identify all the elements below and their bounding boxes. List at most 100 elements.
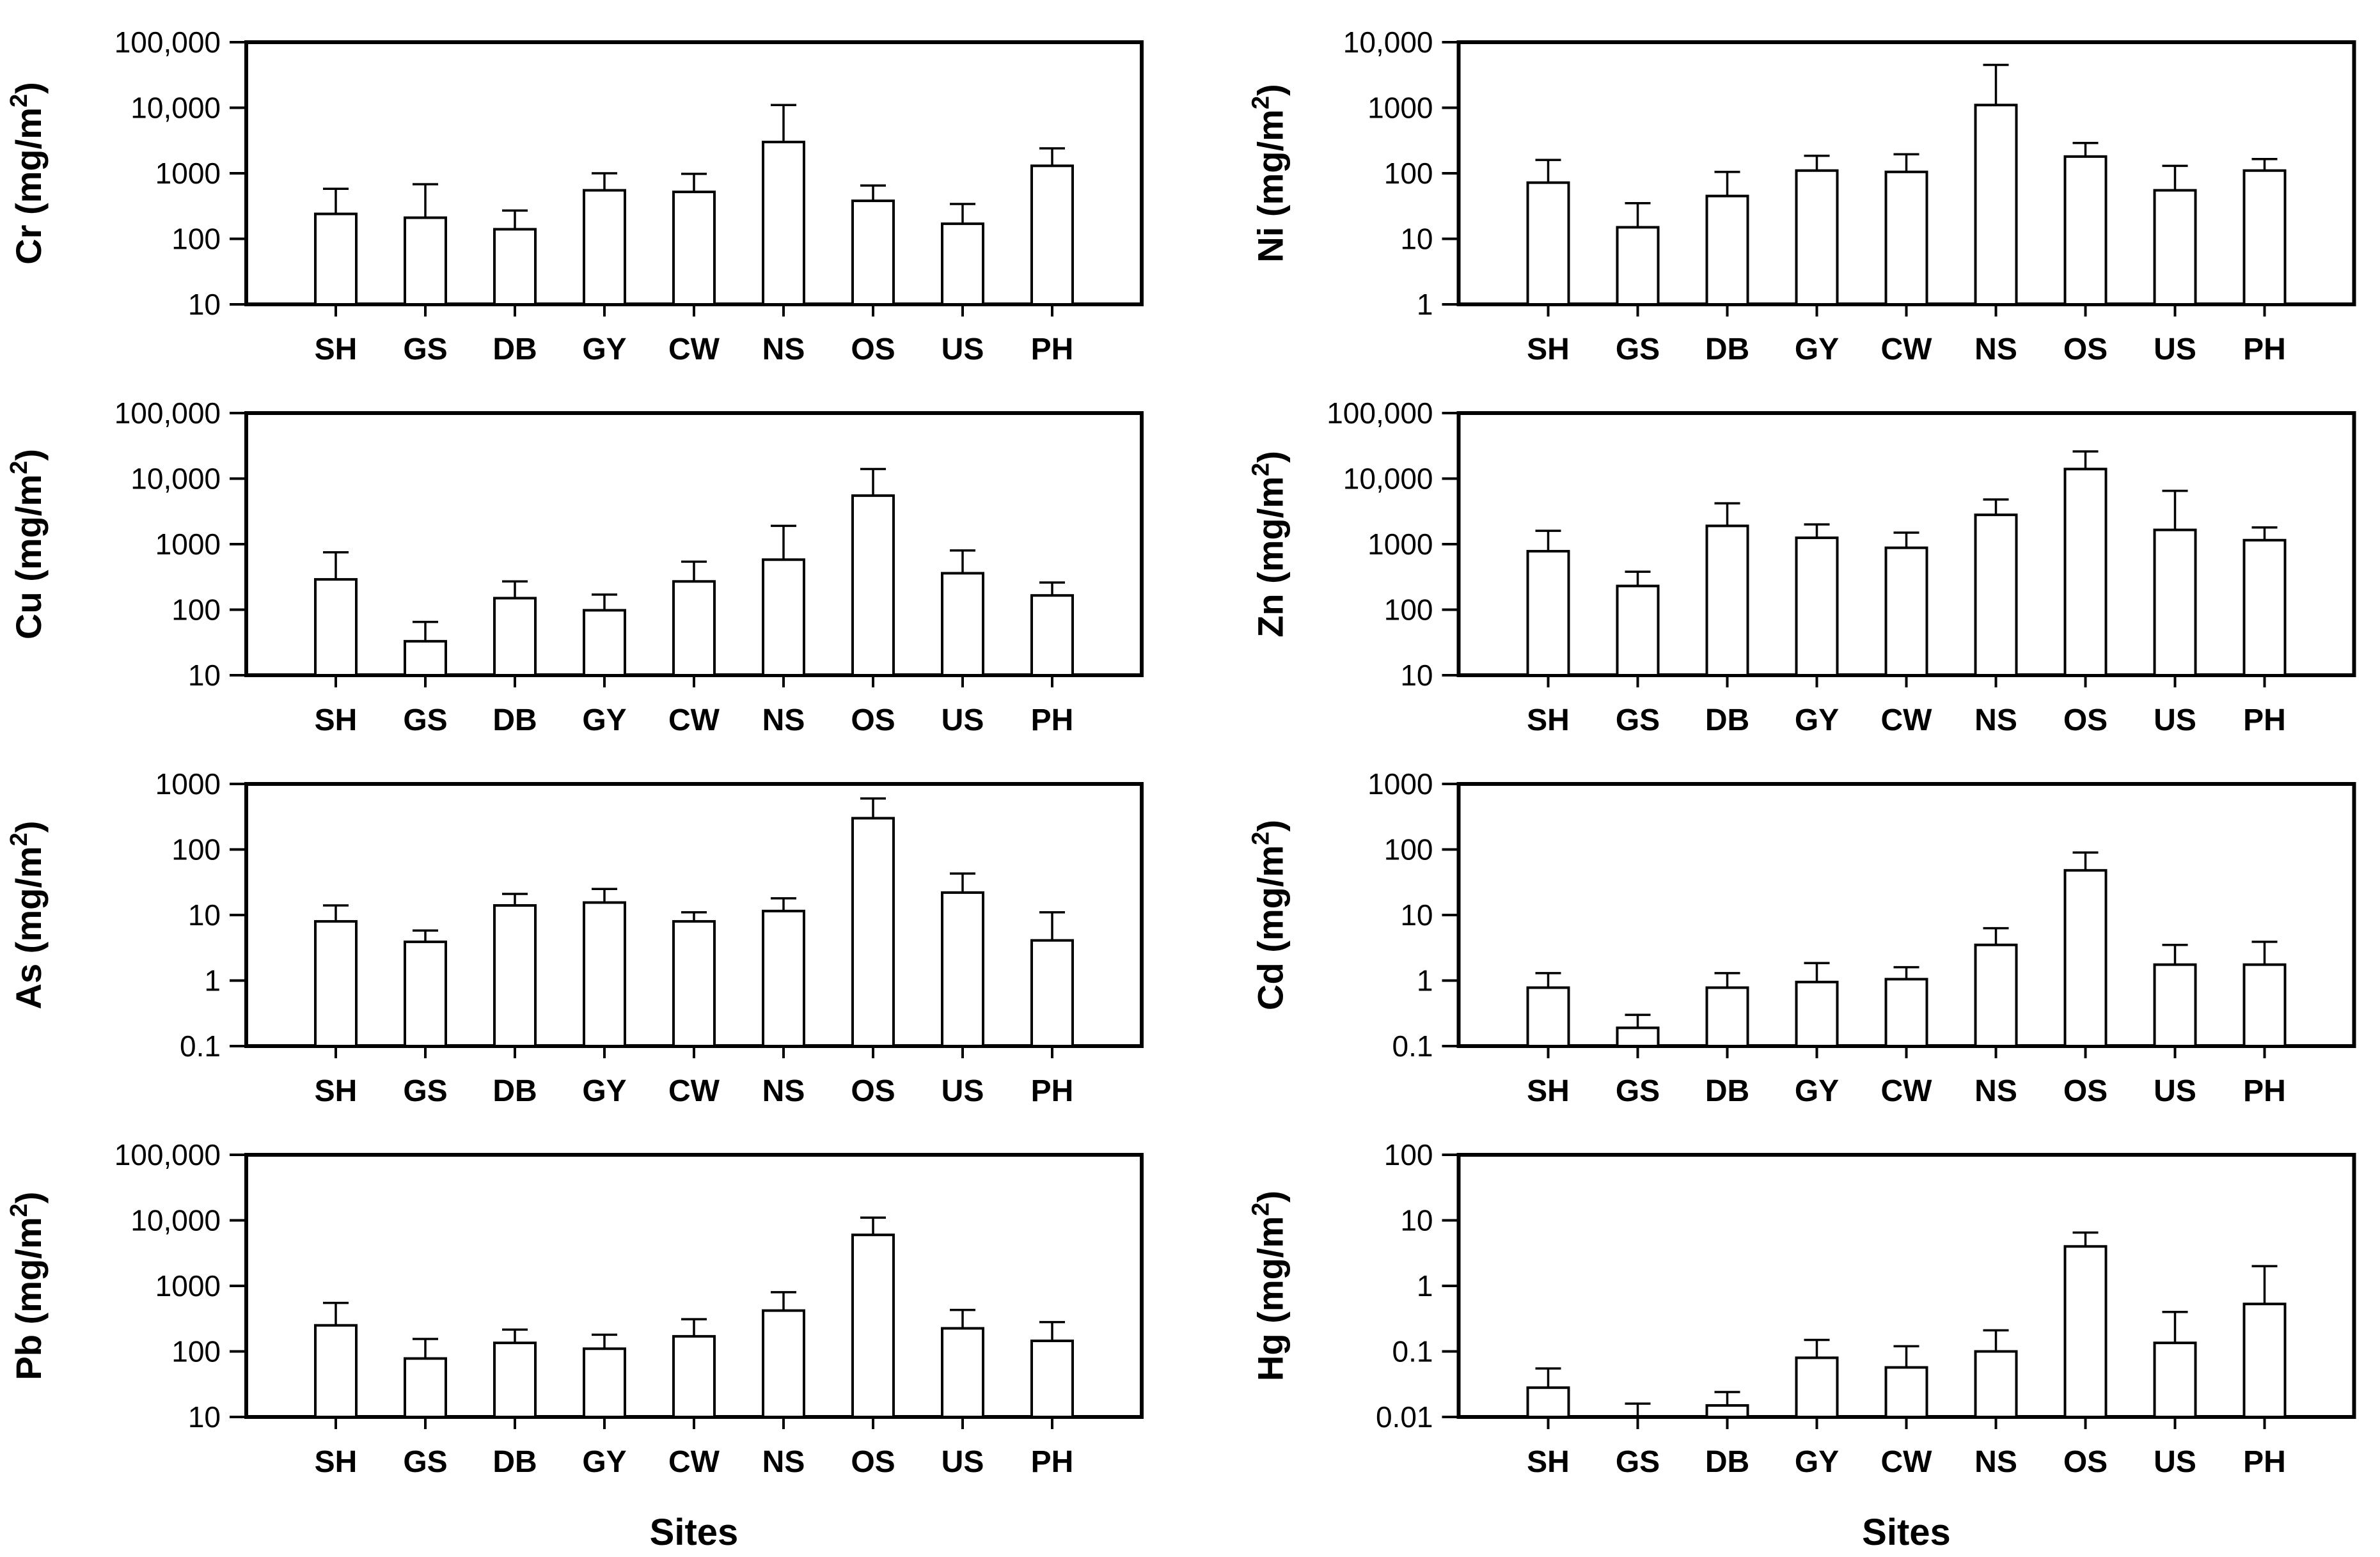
bar-group-SH (314, 1301, 358, 1418)
y-tick-label: 100 (171, 833, 221, 866)
y-tick-label: 10 (1400, 223, 1433, 256)
bar-CW (1884, 546, 1928, 677)
bar-group-GY (583, 1333, 626, 1419)
x-tick-label-GS: GS (1616, 1445, 1660, 1479)
bar-group-US (941, 549, 984, 677)
bar-SH (314, 212, 358, 306)
chart-as-svg: 0.1 1 10 100 1000 SH GS DB GY CW NS OS US PH As (mg/m2… (6, 767, 1144, 1108)
x-tick-label-US: US (942, 333, 984, 366)
bar-group-NS (762, 524, 805, 677)
y-tick-label: 1 (1417, 964, 1433, 998)
y-axis-label: Hg (mg/m2) (1248, 1191, 1291, 1381)
bar-GS (1616, 584, 1660, 677)
bar-group-GY (583, 888, 626, 1047)
bar-GY (1795, 980, 1839, 1047)
bar-group-NS (1974, 498, 2018, 677)
bar-GY (1795, 1356, 1839, 1419)
bar-US (941, 891, 984, 1047)
bar-group-GS (1616, 201, 1660, 306)
bar-DB (1705, 194, 1749, 306)
y-tick-label: 100 (171, 223, 221, 256)
chart-cr-svg: 10 100 1000 10,000 100,000 SH GS DB GY CW NS OS US PH… (6, 26, 1144, 366)
bar-US (2153, 963, 2197, 1047)
y-tick-label: 100 (171, 593, 221, 627)
bar-US (941, 1327, 984, 1419)
x-tick-label-NS: NS (1974, 1445, 2017, 1479)
y-tick-label: 100 (1384, 833, 1433, 866)
y-tick-label: 100,000 (114, 1138, 221, 1171)
bar-NS (1974, 943, 2018, 1047)
bar-group-CW (1884, 153, 1928, 306)
bar-group-US (941, 1308, 984, 1419)
bar-US (941, 572, 984, 677)
y-tick-label: 100 (1384, 593, 1433, 627)
bar-PH (2242, 1303, 2287, 1418)
chart-ni-svg: 1 10 100 1000 10,000 SH GS DB GY CW NS OS US PH Ni (mg… (1248, 26, 2356, 366)
y-axis-label: Pb (mg/m2) (6, 1192, 49, 1381)
x-axis-title: Sites (1862, 1512, 1951, 1553)
bar-GY (1795, 536, 1839, 677)
bar-group-US (2153, 943, 2197, 1047)
chart-zn-panel: 10 100 1000 10,000 100,000 SH GS DB GY CW NS OS US PH… (1190, 371, 2380, 742)
bar-group-GY (1795, 962, 1839, 1047)
y-tick-label: 100 (171, 1335, 221, 1368)
chart-pb-svg: 10 100 1000 10,000 100,000 SH GS DB GY CW NS OS US PH… (6, 1138, 1144, 1553)
x-tick-label-PH: PH (1031, 1074, 1074, 1108)
chart-cu-svg: 10 100 1000 10,000 100,000 SH GS DB GY CW NS OS US PH… (6, 396, 1144, 737)
bar-DB (493, 1342, 537, 1418)
bar-OS (851, 817, 895, 1048)
x-tick-label-NS: NS (762, 1445, 805, 1479)
bar-group-OS (2063, 141, 2108, 306)
bar-group-US (941, 203, 984, 306)
bar-group-DB (493, 893, 537, 1047)
y-tick-label: 100,000 (1327, 396, 1433, 430)
x-tick-label-OS: OS (2063, 333, 2108, 366)
x-tick-label-US: US (2154, 1445, 2196, 1479)
x-tick-label-PH: PH (2243, 703, 2286, 737)
x-tick-label-GS: GS (1616, 333, 1660, 366)
bar-group-GS (404, 620, 447, 677)
x-tick-label-GY: GY (1795, 1074, 1839, 1108)
x-tick-label-GS: GS (403, 703, 447, 737)
x-tick-label-OS: OS (2063, 1074, 2108, 1108)
x-tick-label-CW: CW (668, 703, 720, 737)
chart-cd-svg: 0.1 1 10 100 1000 SH GS DB GY CW NS OS US PH Cd (mg/m2… (1248, 767, 2356, 1108)
x-tick-label-DB: DB (493, 333, 537, 366)
x-tick-label-OS: OS (851, 1074, 895, 1108)
bar-US (2153, 189, 2197, 306)
bar-group-US (2153, 489, 2197, 677)
x-tick-label-NS: NS (762, 1074, 805, 1108)
bar-group-SH (1526, 972, 1570, 1047)
bar-group-GY (1795, 1338, 1839, 1419)
y-tick-label: 1 (204, 964, 221, 998)
x-tick-label-OS: OS (2063, 1445, 2108, 1479)
bar-DB (493, 904, 537, 1047)
bar-group-GS (404, 1338, 447, 1418)
y-tick-label: 10,000 (1343, 462, 1433, 496)
bar-PH (2242, 538, 2287, 677)
bar-group-GY (583, 172, 626, 306)
bar-OS (2063, 1245, 2108, 1418)
bar-group-OS (2063, 450, 2108, 677)
bar-group-CW (1884, 531, 1928, 677)
y-tick-label: 1000 (1367, 528, 1433, 561)
bar-group-DB (493, 1328, 537, 1418)
chart-ni-panel: 1 10 100 1000 10,000 SH GS DB GY CW NS OS US PH Ni (mg… (1190, 0, 2380, 371)
bar-group-PH (2242, 157, 2287, 306)
x-tick-label-GS: GS (403, 333, 447, 366)
x-tick-label-GY: GY (1795, 703, 1839, 737)
bar-US (941, 222, 984, 306)
bar-NS (1974, 104, 2018, 306)
bar-group-PH (2242, 941, 2287, 1047)
y-axis-label: Cd (mg/m2) (1248, 820, 1291, 1010)
bar-SH (1526, 550, 1570, 677)
x-tick-label-CW: CW (668, 1074, 720, 1108)
bar-group-OS (2063, 1231, 2108, 1418)
bar-NS (1974, 1350, 2018, 1418)
y-tick-label: 100 (1384, 157, 1433, 190)
y-tick-label: 1000 (1367, 91, 1433, 125)
y-tick-label: 100,000 (114, 26, 221, 59)
bar-CW (672, 580, 716, 677)
bar-group-OS (2063, 851, 2108, 1048)
bar-group-GS (1616, 1013, 1660, 1048)
